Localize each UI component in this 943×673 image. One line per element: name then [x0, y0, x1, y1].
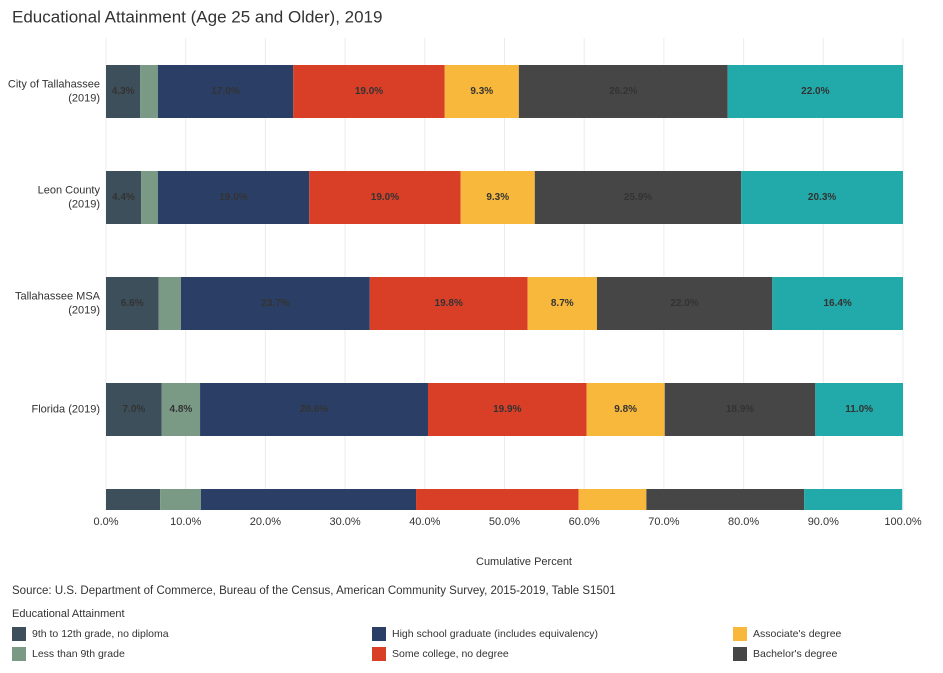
bar-segment	[180, 277, 370, 330]
bar-segment	[646, 489, 805, 510]
data-label: 7.0%	[122, 404, 145, 415]
data-label: 9.8%	[614, 404, 637, 415]
bar-segment	[106, 65, 141, 118]
data-label: 19.8%	[435, 298, 463, 309]
bar-segment	[106, 171, 142, 224]
legend-label: 9th to 12th grade, no diploma	[32, 628, 169, 640]
x-tick-label: 40.0%	[409, 516, 440, 528]
bar-segment	[157, 65, 294, 118]
legend-swatch	[372, 627, 386, 641]
bar-segment	[527, 277, 597, 330]
bar-segment	[293, 65, 445, 118]
data-label: 16.4%	[823, 298, 851, 309]
x-tick-label: 10.0%	[170, 516, 201, 528]
data-label: 4.3%	[112, 86, 135, 97]
bar-segment	[141, 171, 158, 224]
legend-title: Educational Attainment	[12, 608, 125, 620]
data-label: 26.2%	[609, 86, 637, 97]
source-note: Source: U.S. Department of Commerce, Bur…	[12, 585, 616, 597]
bar-segment	[772, 277, 903, 330]
data-label: 4.8%	[170, 404, 193, 415]
data-label: 20.3%	[808, 192, 836, 203]
data-label: 19.9%	[493, 404, 521, 415]
data-label: 19.0%	[355, 86, 383, 97]
bar-segment	[106, 383, 162, 436]
x-axis-title: Cumulative Percent	[476, 556, 572, 568]
legend-swatch	[733, 647, 747, 661]
data-label: 19.0%	[219, 192, 247, 203]
x-tick-label: 0.0%	[93, 516, 118, 528]
category-label: United States	[34, 509, 101, 521]
bar-segment	[309, 171, 461, 224]
category-label: Leon County (2019)	[38, 184, 101, 210]
bar-segment	[106, 277, 159, 330]
legend-label: Some college, no degree	[392, 648, 509, 660]
bar-segment	[460, 171, 535, 224]
bar-segment	[534, 171, 742, 224]
bar-segment	[200, 383, 428, 436]
category-label: City of Tallahassee (2019)	[8, 78, 100, 104]
bar-segment	[815, 383, 903, 436]
data-label: 23.7%	[261, 298, 289, 309]
chart-title: Educational Attainment (Age 25 and Older…	[12, 7, 382, 26]
legend-swatch	[733, 627, 747, 641]
legend-swatch	[12, 647, 26, 661]
bar-segment	[369, 277, 528, 330]
bar-segment	[596, 277, 773, 330]
data-label: 19.0%	[371, 192, 399, 203]
bar-segment	[427, 383, 587, 436]
data-label: 11.0%	[845, 404, 873, 415]
data-label: 17.0%	[211, 86, 239, 97]
bar-segment	[741, 171, 903, 224]
data-label: 22.0%	[801, 86, 829, 97]
legend-label: Associate's degree	[753, 628, 842, 640]
data-label: 6.6%	[121, 298, 144, 309]
data-label: 22.0%	[670, 298, 698, 309]
data-label: 28.6%	[300, 404, 328, 415]
bar-segment	[727, 65, 903, 118]
bar-segment	[518, 65, 728, 118]
x-tick-label: 80.0%	[728, 516, 759, 528]
bar-segment	[158, 277, 181, 330]
bar-segment	[157, 171, 310, 224]
x-tick-label: 30.0%	[329, 516, 360, 528]
bar-segment	[578, 489, 647, 510]
legend-label: Less than 9th grade	[32, 648, 125, 660]
x-tick-label: 60.0%	[569, 516, 600, 528]
bar-segment	[106, 489, 161, 510]
bar-segment	[444, 65, 519, 118]
plot-area: 4.3% 17.0% 19.0% 9.3% 26.2% 22.0% 4.4% 19.0% 19.…	[106, 65, 903, 510]
bar-segment	[586, 383, 665, 436]
x-tick-label: 70.0%	[648, 516, 679, 528]
x-tick-label: 90.0%	[808, 516, 839, 528]
legend-label: Bachelor's degree	[753, 648, 837, 660]
x-tick-label: 50.0%	[489, 516, 520, 528]
data-label: 25.9%	[624, 192, 652, 203]
bar-segment	[664, 383, 816, 436]
bar-segment	[200, 489, 417, 510]
data-label: 9.3%	[470, 86, 493, 97]
data-label: 9.3%	[486, 192, 509, 203]
bar-segment	[161, 383, 201, 436]
data-label: 8.7%	[551, 298, 574, 309]
bar-segment	[416, 489, 579, 510]
x-tick-label: 20.0%	[250, 516, 281, 528]
category-label: Tallahassee MSA (2019)	[15, 290, 101, 316]
data-label: 18.9%	[726, 404, 754, 415]
bar-segment	[160, 489, 201, 510]
legend-swatch	[12, 627, 26, 641]
x-tick-label: 100.0%	[884, 516, 922, 528]
legend-label: High school graduate (includes equivalen…	[392, 628, 598, 640]
data-label: 4.4%	[112, 192, 135, 203]
bar-segment	[804, 489, 903, 510]
category-label: Florida (2019)	[32, 403, 100, 415]
bar-segment	[140, 65, 158, 118]
legend-swatch	[372, 647, 386, 661]
